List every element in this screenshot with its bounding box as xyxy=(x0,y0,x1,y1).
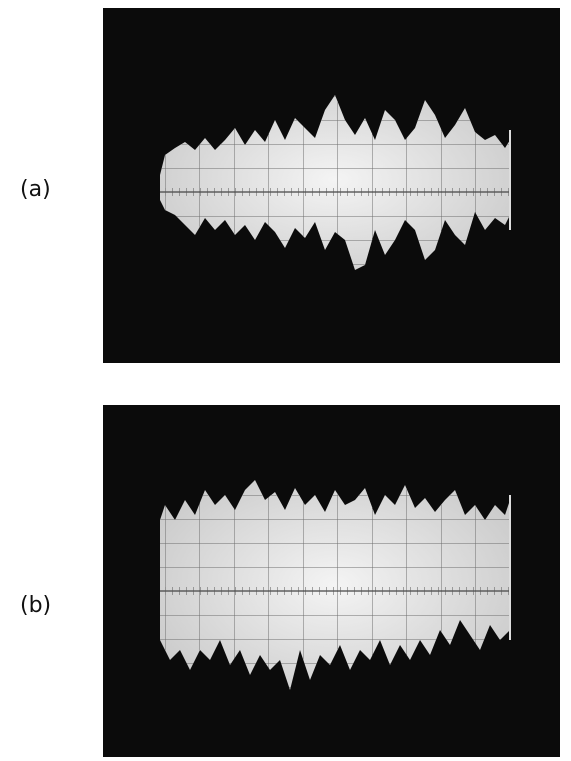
panel-label: (a) xyxy=(20,177,51,202)
panel-b: (b) xyxy=(20,405,560,757)
panel-label: (b) xyxy=(20,593,51,618)
panel-a: (a) xyxy=(20,8,560,363)
